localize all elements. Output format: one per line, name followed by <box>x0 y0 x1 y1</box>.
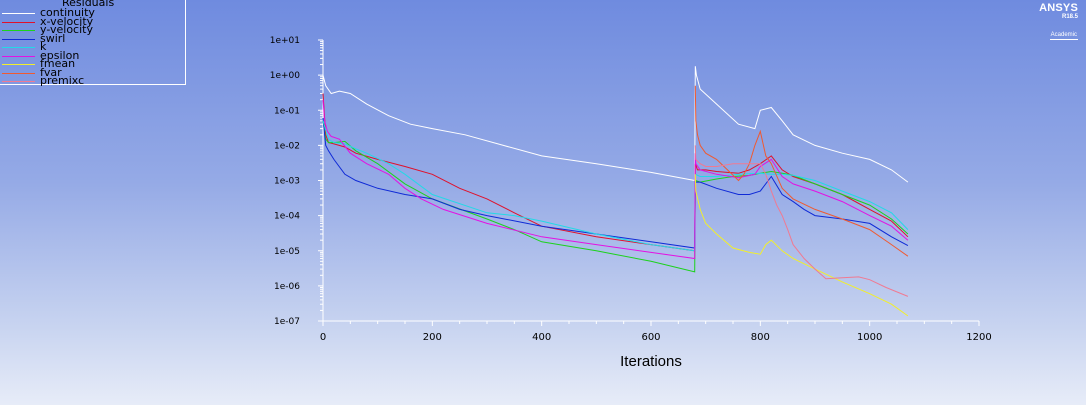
x-tick-label: 1200 <box>966 332 991 343</box>
legend-swatch <box>2 30 35 31</box>
series-line-x-velocity <box>322 93 909 252</box>
y-tick-label: 1e-05 <box>274 247 300 257</box>
x-tick-label: 0 <box>320 332 326 343</box>
series-line-k <box>322 120 909 252</box>
legend-title: Residuals <box>62 0 115 9</box>
legend-swatch <box>2 55 35 57</box>
x-tick-label: 1000 <box>857 332 882 343</box>
legend-label: premixc <box>40 74 85 87</box>
series-line-continuity <box>322 66 909 183</box>
legend-item-k: k <box>0 40 140 53</box>
ansys-logo: ANSYS R18.5 Academic <box>1039 3 1078 40</box>
legend-item-x-velocity: x-velocity <box>0 14 140 28</box>
legend-label: x-velocity <box>40 14 94 28</box>
legend-label: epsilon <box>40 48 80 62</box>
y-tick-label: 1e-02 <box>274 141 300 151</box>
series-line-epsilon <box>322 99 909 260</box>
legend-item-fvar: fvar <box>0 65 140 79</box>
series-line-y-velocity <box>322 120 909 273</box>
legend-swatch <box>2 47 35 48</box>
legend-label: y-velocity <box>40 23 93 36</box>
legend-item-premixc: premixc <box>0 74 140 87</box>
legend-label: swirl <box>40 31 66 45</box>
y-tick-label: 1e-06 <box>274 282 300 292</box>
x-tick-label: 600 <box>641 332 660 343</box>
legend-swatch <box>2 81 35 82</box>
legend-swatch <box>2 21 35 23</box>
y-tick-label: 1e-04 <box>274 212 300 222</box>
series-line-premixc <box>694 145 909 297</box>
legend-label: fmean <box>40 57 76 70</box>
legend-label: fvar <box>40 65 62 79</box>
x-tick-label: 400 <box>532 332 551 343</box>
plot-axes: 0 200 400 600 800 1000 1200 1e-07 1e-06 1e-05 1e-0… <box>270 36 992 343</box>
y-tick-label: 1e+00 <box>270 71 301 81</box>
legend-item-y-velocity: y-velocity <box>0 23 140 36</box>
logo-brand: ANSYS <box>1039 2 1078 14</box>
series-line-fvar <box>694 85 909 257</box>
legend-item-fmean: fmean <box>0 57 140 70</box>
x-tick-label: 200 <box>423 332 442 343</box>
y-tick-label: 1e+01 <box>270 36 300 46</box>
legend-swatch <box>2 13 35 14</box>
legend-label: continuity <box>40 6 95 19</box>
legend-label: k <box>40 40 47 53</box>
y-tick-label: 1e-03 <box>274 177 300 187</box>
y-tick-label: 1e-01 <box>274 106 300 116</box>
legend-item-continuity: continuity <box>0 6 140 19</box>
legend-item-epsilon: epsilon <box>0 48 140 62</box>
y-tick-label: 1e-07 <box>274 317 300 327</box>
x-axis-label: Iterations <box>620 353 682 370</box>
legend-swatch <box>2 64 35 65</box>
legend-item-swirl: swirl <box>0 31 140 45</box>
logo-edition: Academic <box>1049 32 1078 40</box>
x-tick-label: 800 <box>751 332 770 343</box>
legend-swatch <box>2 38 35 40</box>
series-line-fmean <box>694 174 909 317</box>
legend-swatch <box>2 72 35 74</box>
legend: Residuals continuity x-velocity y-velocity… <box>0 0 186 87</box>
logo-release: R18.5 <box>1061 14 1078 20</box>
series-lines <box>322 66 909 317</box>
